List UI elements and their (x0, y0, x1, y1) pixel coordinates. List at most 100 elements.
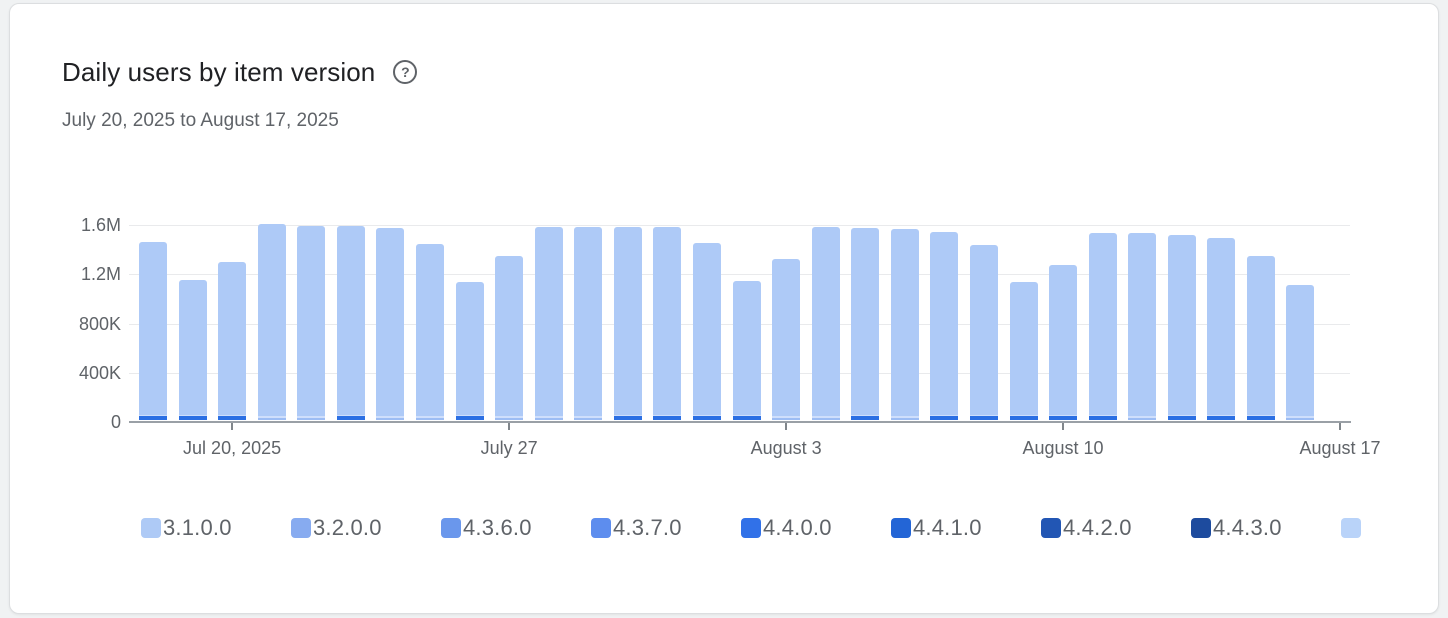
bar-segment-mid (257, 416, 286, 418)
bar-segment-mid (139, 414, 167, 416)
gridline (129, 225, 1350, 226)
bar-jul-22[interactable] (297, 225, 326, 420)
bar-segment-base (257, 417, 286, 420)
bar-segment-base (336, 415, 365, 420)
legend-swatch (441, 518, 461, 538)
bar-segment-mid (1128, 416, 1157, 418)
bar-jul-24[interactable] (376, 227, 405, 420)
bar-jul-27[interactable] (495, 256, 524, 420)
bar-aug-1[interactable] (692, 242, 721, 420)
chart-legend: 3.1.0.0 3.2.0.0 4.3.6.0 4.3.7.0 4.4.0.0 4.4.1… (141, 514, 1428, 542)
bar-jul-26[interactable] (455, 282, 484, 420)
bar-aug-15[interactable] (1246, 256, 1275, 420)
x-axis-label: August 3 (750, 438, 822, 458)
bar-segment-body (890, 229, 919, 417)
bar-jul-29[interactable] (574, 226, 603, 420)
bar-jul-23[interactable] (336, 226, 365, 420)
bar-segment-body (1128, 232, 1157, 417)
bar-aug-9[interactable] (1009, 282, 1038, 420)
bar-aug-13[interactable] (1167, 234, 1196, 420)
bar-aug-4[interactable] (811, 227, 840, 420)
bar-segment-mid (297, 416, 326, 418)
bar-jul-30[interactable] (613, 226, 642, 420)
legend-item-4.4.2.0: 4.4.2.0 (1041, 514, 1132, 542)
bar-aug-6[interactable] (890, 229, 919, 420)
bar-aug-5[interactable] (851, 227, 880, 420)
bar-segment-base (1246, 415, 1275, 420)
bar-segment-base (1009, 415, 1038, 420)
legend-label: 4.3.7.0 (613, 515, 682, 540)
bar-jul-28[interactable] (534, 226, 563, 420)
bar-segment-base (653, 415, 682, 420)
bar-aug-10[interactable] (1049, 264, 1077, 420)
bar-segment-body (297, 225, 326, 417)
bar-segment-body (455, 282, 484, 415)
bar-segment-body (495, 256, 524, 417)
bar-segment-base (574, 417, 603, 420)
y-axis-label: 800K (78, 313, 121, 334)
bar-segment-base (1286, 417, 1315, 420)
bar-segment-mid (1286, 416, 1315, 418)
bar-segment-body (1207, 237, 1236, 415)
bar-segment-base (1128, 417, 1157, 420)
bar-segment-mid (1009, 414, 1038, 416)
legend-swatch (291, 518, 311, 538)
help-icon[interactable]: ? (393, 60, 418, 84)
bar-jul-21[interactable] (257, 224, 286, 420)
x-axis-tick (231, 423, 234, 430)
legend-item-3.2.0.0: 3.2.0.0 (291, 514, 382, 542)
bar-segment-mid (1167, 414, 1196, 416)
bar-segment-body (772, 258, 801, 417)
gridline (129, 274, 1350, 276)
bar-segment-mid (811, 416, 840, 418)
bar-aug-8[interactable] (969, 245, 998, 420)
legend-label: 3.1.0.0 (163, 515, 232, 540)
bar-jul-20[interactable] (218, 262, 247, 420)
bar-aug-11[interactable] (1088, 232, 1117, 420)
bar-segment-mid (692, 414, 721, 416)
bar-segment-base (1167, 415, 1196, 420)
bar-segment-body (732, 280, 761, 415)
legend-label: 4.4.1.0 (913, 515, 982, 540)
bar-jul-31[interactable] (653, 226, 682, 420)
legend-item-4.4.1.0: 4.4.1.0 (891, 514, 982, 542)
bar-segment-mid (376, 416, 405, 418)
bar-segment-mid (1049, 414, 1077, 416)
legend-label: 4.4.0.0 (763, 515, 832, 540)
bar-segment-mid (1246, 414, 1275, 416)
bar-jul-19[interactable] (178, 279, 207, 420)
bar-segment-body (692, 242, 721, 415)
bar-aug-7[interactable] (930, 231, 959, 420)
bar-segment-body (376, 227, 405, 417)
bar-segment-base (692, 415, 721, 420)
bar-segment-base (297, 417, 326, 420)
legend-swatch (1341, 518, 1361, 538)
legend-swatch (741, 518, 761, 538)
bar-segment-mid (930, 414, 959, 416)
bar-jul-18[interactable] (139, 241, 167, 420)
bar-segment-base (890, 417, 919, 420)
chart-header: Daily users by item version ? (62, 56, 418, 88)
bar-aug-12[interactable] (1128, 232, 1157, 420)
bar-segment-base (1088, 415, 1117, 420)
bar-segment-mid (178, 414, 207, 416)
bar-segment-body (534, 226, 563, 417)
bar-segment-base (416, 417, 444, 420)
bar-segment-mid (574, 416, 603, 418)
bar-segment-base (1207, 415, 1236, 420)
x-axis-tick (1062, 423, 1064, 430)
bar-segment-body (336, 226, 365, 415)
bar-segment-base (455, 415, 484, 420)
bar-aug-16[interactable] (1286, 284, 1315, 420)
bar-segment-body (613, 226, 642, 415)
bar-segment-base (772, 417, 801, 420)
legend-swatch (591, 518, 611, 538)
x-axis-tick (785, 423, 788, 430)
bar-segment-body (1009, 282, 1038, 415)
legend-item-4.3.6.0: 4.3.6.0 (441, 514, 532, 542)
bar-aug-3[interactable] (772, 258, 801, 420)
bar-aug-14[interactable] (1207, 237, 1236, 420)
bar-jul-25[interactable] (416, 243, 444, 420)
bar-aug-2[interactable] (732, 280, 761, 420)
bar-segment-body (1286, 284, 1315, 417)
